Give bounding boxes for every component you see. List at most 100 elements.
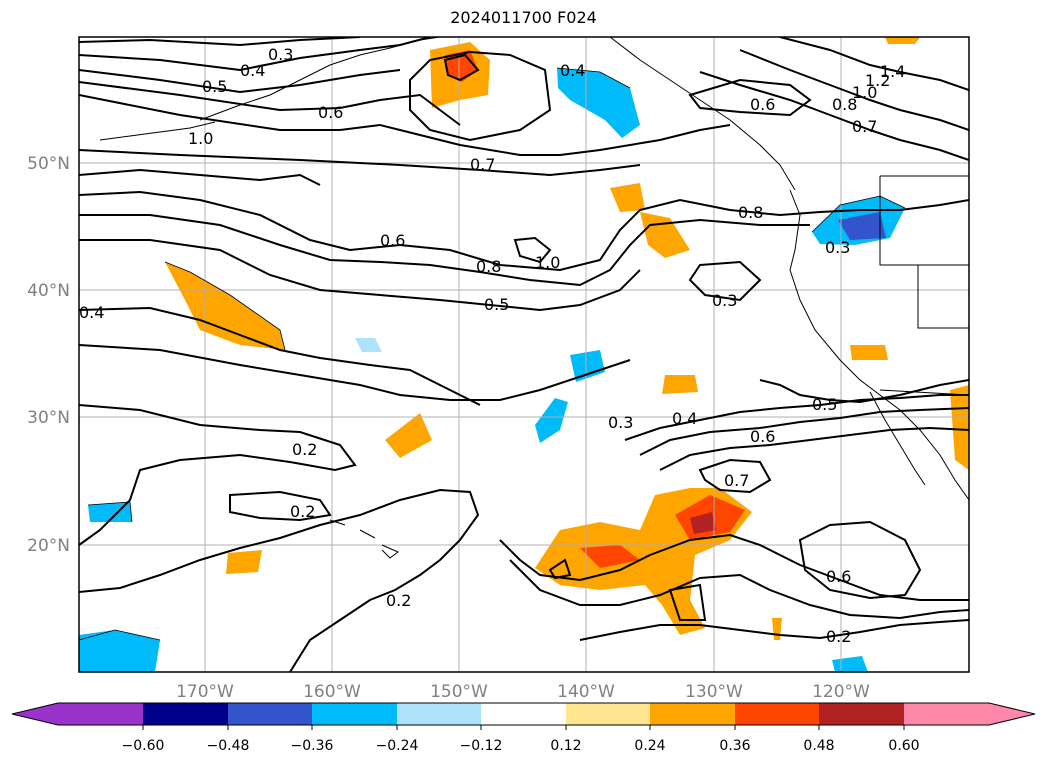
contour-0.3-loop xyxy=(688,260,762,302)
contour-label: 1.0 xyxy=(852,83,877,102)
positive-anomaly-area xyxy=(662,375,698,394)
negative-anomaly-area xyxy=(557,68,640,138)
colorbar-ticks xyxy=(142,725,905,730)
contour-label: 0.6 xyxy=(750,427,775,446)
negative-anomaly-area xyxy=(79,630,160,672)
contour-label: 1.4 xyxy=(880,62,905,81)
contour-label: 0.2 xyxy=(826,627,851,646)
contour-label: 1.0 xyxy=(188,129,213,148)
thin-contour xyxy=(79,629,161,641)
positive-anomaly-area xyxy=(610,183,645,212)
positive-anomaly-area xyxy=(385,413,432,458)
contour-1.0-ne xyxy=(699,71,969,161)
contour-midlat-d xyxy=(79,239,641,312)
contour-label: 0.4 xyxy=(79,303,104,322)
positive-anomaly-max xyxy=(690,512,716,534)
contour-label: 0.4 xyxy=(560,61,585,80)
contour-midlat-b xyxy=(79,190,969,272)
colorbar-tick-label: −0.60 xyxy=(122,738,165,754)
colorbar: −0.60 −0.48 −0.36 −0.24 −0.12 0.12 0.24 … xyxy=(11,702,1036,754)
lon-label-160w: 160°W xyxy=(303,682,361,702)
latitude-labels: 50°N 40°N 30°N 20°N xyxy=(27,154,70,556)
contour-label: 0.2 xyxy=(386,591,411,610)
positive-anomaly-area xyxy=(885,37,920,44)
positive-anomaly-area xyxy=(165,262,285,350)
colorbar-max-extension xyxy=(989,703,1035,725)
contour-label: 0.3 xyxy=(268,45,293,64)
coastline-aleutians xyxy=(99,121,216,141)
contour-1.4-ne xyxy=(779,37,969,91)
lat-label-20n: 20°N xyxy=(27,536,70,556)
contour-0.2-south xyxy=(79,488,480,672)
contour-south-b xyxy=(509,559,969,620)
contour-label: 0.6 xyxy=(750,95,775,114)
colorbar-tick-label: −0.24 xyxy=(376,738,419,754)
contour-0.2-west xyxy=(79,404,357,546)
thin-contour xyxy=(556,67,631,89)
colorbar-segment xyxy=(735,703,819,725)
contour-0.6-north xyxy=(79,81,461,126)
colorbar-segment xyxy=(650,703,735,725)
negative-anomaly-area xyxy=(570,350,605,382)
longitude-labels: 170°W 160°W 150°W 140°W 130°W 120°W xyxy=(176,682,870,702)
contour-label: 0.7 xyxy=(852,117,877,136)
colorbar-segment xyxy=(143,703,228,725)
negative-anomaly-area xyxy=(355,338,382,352)
contour-label: 0.8 xyxy=(476,257,501,276)
colorbar-segment xyxy=(228,703,312,725)
colorbar-segment xyxy=(58,703,143,725)
contour-label: 0.8 xyxy=(832,95,857,114)
contour-label: 0.5 xyxy=(484,295,509,314)
contour-label: 1.0 xyxy=(535,253,560,272)
negative-anomaly-area xyxy=(88,502,132,522)
contour-closed-north xyxy=(409,50,552,142)
gridlines xyxy=(79,37,969,672)
positive-anomaly-area xyxy=(226,550,262,574)
contour-closed-positive xyxy=(443,53,480,82)
thin-contour xyxy=(811,195,906,233)
contour-label: 0.3 xyxy=(712,291,737,310)
contour-0.4-east xyxy=(624,394,969,441)
colorbar-tick-label: 0.24 xyxy=(634,738,665,754)
contour-label: 0.6 xyxy=(380,231,405,250)
colorbar-segment xyxy=(904,703,989,725)
contour-0.2-southeast xyxy=(579,619,969,641)
contour-1.0-loop xyxy=(513,236,552,264)
contour-0.5-north xyxy=(79,69,401,94)
colorbar-tick-labels: −0.60 −0.48 −0.36 −0.24 −0.12 0.12 0.24 … xyxy=(122,738,920,754)
lon-label-170w: 170°W xyxy=(176,682,234,702)
colorbar-segment xyxy=(397,703,481,725)
contour-closed-southpeak xyxy=(668,583,707,621)
contour-label: 0.3 xyxy=(825,238,850,257)
contour-midlat-c xyxy=(79,214,810,287)
colorbar-tick-label: 0.60 xyxy=(888,738,919,754)
contour-label: 0.7 xyxy=(470,155,495,174)
colorbar-tick-label: 0.36 xyxy=(719,738,750,754)
colorbar-outline xyxy=(11,702,1036,726)
hawaii-islands xyxy=(329,519,399,559)
contour-0.3-west xyxy=(79,344,631,401)
contour-label: 0.3 xyxy=(608,413,633,432)
colorbar-segment xyxy=(312,703,397,725)
contour-0.6-east xyxy=(659,426,969,471)
contour-label: 1.2 xyxy=(865,71,890,90)
contour-0.4-north xyxy=(79,37,431,72)
positive-anomaly-area xyxy=(850,345,888,360)
lat-label-30n: 30°N xyxy=(27,408,70,428)
lon-label-150w: 150°W xyxy=(430,682,488,702)
contour-label: 0.4 xyxy=(672,409,697,428)
colorbar-tick-label: −0.48 xyxy=(207,738,250,754)
contour-label: 0.2 xyxy=(292,440,317,459)
positive-anomaly-core xyxy=(580,545,640,568)
anomaly-shading xyxy=(79,37,969,672)
main-contours xyxy=(79,37,969,672)
contour-label: 0.6 xyxy=(318,103,343,122)
thin-contour xyxy=(164,261,286,351)
contour-0.6-ne-loop xyxy=(688,78,812,117)
map-frame xyxy=(78,36,970,673)
contour-1.0-north xyxy=(79,94,731,156)
colorbar-segment xyxy=(819,703,904,725)
lon-label-140w: 140°W xyxy=(557,682,615,702)
contour-0.5-east xyxy=(639,407,969,456)
